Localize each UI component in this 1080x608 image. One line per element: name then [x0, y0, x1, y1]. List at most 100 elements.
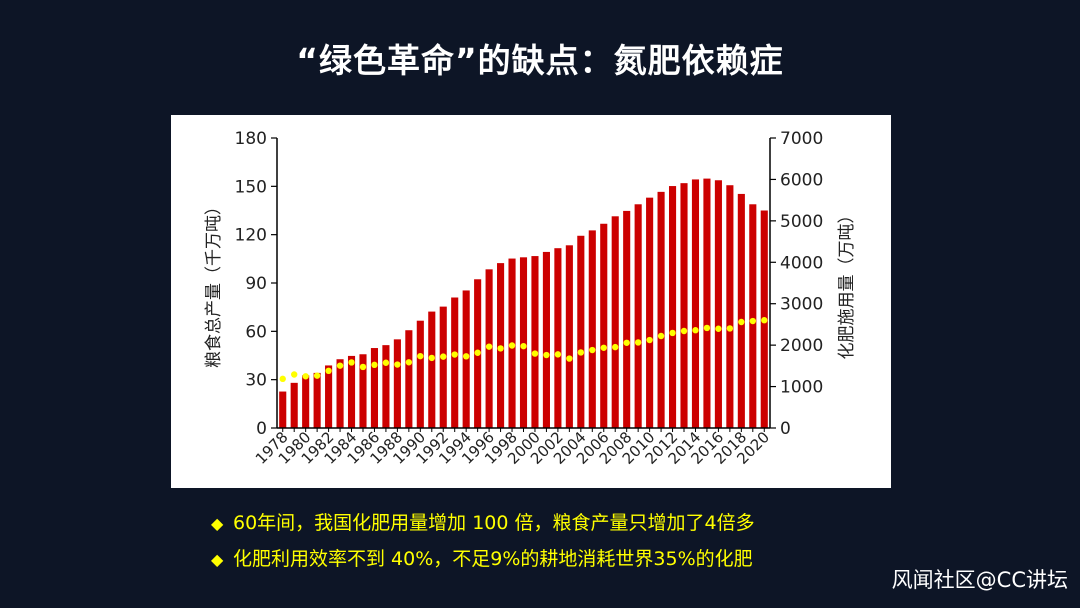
bar [519, 257, 528, 428]
chart-panel: 0 30 60 90 120 150 180 0 1000 2000 3000 4000 5000 600… [171, 115, 891, 488]
line-point [405, 359, 413, 366]
right-tick-label: 2000 [780, 336, 823, 356]
line-point [440, 353, 447, 360]
bar [646, 197, 654, 428]
bullet-list: ◆ 60年间，我国化肥用量增加 100 倍，粮食产量只增加了4倍多 ◆ 化肥利用效率… [211, 508, 911, 580]
bullet-text: 60年间，我国化肥用量增加 100 倍，粮食产量只增加了4倍多 [233, 512, 755, 534]
line-point [715, 325, 722, 332]
line-point [531, 350, 539, 357]
bar [657, 191, 665, 428]
bar [703, 178, 711, 428]
line-point [371, 361, 378, 369]
fertilizer-grain-chart: 0 30 60 90 120 150 180 0 1000 2000 3000 4000 5000 600… [204, 129, 857, 468]
bar [347, 355, 356, 428]
bar [565, 245, 573, 428]
line-point [279, 375, 286, 383]
bullet-text: 化肥利用效率不到 40%，不足9%的耕地消耗世界35%的化肥 [233, 548, 753, 570]
line-point [646, 336, 653, 344]
bar [393, 339, 401, 428]
right-tick-label: 0 [780, 419, 791, 439]
line-point [336, 362, 344, 369]
bar [611, 216, 619, 428]
left-tick-label: 120 [235, 226, 267, 246]
right-axis-label: 化肥施用量（万吨） [837, 207, 857, 360]
bar [623, 210, 631, 428]
right-tick-label: 3000 [780, 295, 823, 315]
bar [451, 297, 459, 428]
line-point [462, 353, 470, 360]
line-point [359, 363, 367, 371]
line-point [325, 367, 332, 375]
line-point [348, 359, 355, 366]
left-axis-label: 粮食总产量（千万吨） [204, 198, 224, 368]
line-point [623, 339, 630, 346]
left-tick-label: 90 [245, 274, 267, 294]
bar [336, 359, 344, 428]
bar [668, 186, 677, 428]
chart-axes: 0 30 60 90 120 150 180 0 1000 2000 3000 4000 5000 600… [204, 129, 857, 468]
line-point [554, 351, 562, 358]
line-point [738, 318, 745, 326]
bar [588, 230, 596, 428]
line-point [749, 317, 757, 325]
bar [290, 382, 298, 428]
line-point [612, 343, 619, 351]
bar [359, 354, 367, 428]
bar [554, 248, 562, 428]
left-tick-label: 60 [245, 322, 267, 342]
line-point [657, 332, 665, 340]
line-point [566, 355, 573, 362]
left-tick-label: 30 [245, 371, 267, 391]
bar [405, 330, 413, 428]
right-tick-label: 6000 [780, 170, 823, 190]
bar [714, 180, 722, 428]
right-tick-label: 5000 [780, 212, 823, 232]
bar [749, 204, 757, 428]
line-point [417, 352, 424, 360]
line-point [589, 346, 596, 354]
line-point [761, 317, 768, 324]
bar [634, 204, 642, 428]
right-tick-label: 7000 [780, 129, 823, 149]
bullet-item: ◆ 化肥利用效率不到 40%，不足9%的耕地消耗世界35%的化肥 [211, 544, 911, 580]
diamond-bullet-icon: ◆ [211, 514, 224, 533]
bar [428, 311, 436, 428]
bar [726, 185, 734, 428]
bar [313, 372, 321, 428]
line-point [313, 372, 321, 379]
diamond-bullet-icon: ◆ [211, 550, 224, 569]
bar [680, 183, 688, 428]
bar [416, 320, 424, 428]
bar [439, 306, 447, 428]
line-point [669, 329, 676, 337]
line-point [726, 325, 734, 332]
bar [325, 365, 333, 428]
bar [370, 348, 379, 428]
line-point [520, 342, 527, 350]
line-point [600, 344, 607, 351]
line-point [680, 327, 688, 335]
line-point [497, 345, 504, 352]
line-point [485, 343, 493, 350]
line-point [394, 361, 401, 368]
right-tick-label: 4000 [780, 253, 823, 273]
line-point [451, 351, 458, 358]
line-point [428, 354, 435, 362]
bar [577, 235, 585, 428]
right-tick-label: 1000 [780, 378, 823, 398]
bar [542, 251, 550, 428]
line-point [302, 373, 309, 380]
line-point [703, 324, 711, 332]
line-point [290, 371, 298, 378]
line-point [474, 349, 481, 356]
line-point [634, 339, 642, 346]
bar [691, 179, 700, 428]
line-point [577, 349, 585, 356]
bar [600, 223, 608, 428]
line-series-grain [279, 317, 768, 383]
left-tick-label: 0 [256, 419, 267, 439]
left-tick-label: 150 [235, 177, 267, 197]
line-point [692, 327, 699, 334]
bar [279, 391, 287, 428]
slide-title: “绿色革命”的缺点：氮肥依赖症 [296, 41, 784, 80]
